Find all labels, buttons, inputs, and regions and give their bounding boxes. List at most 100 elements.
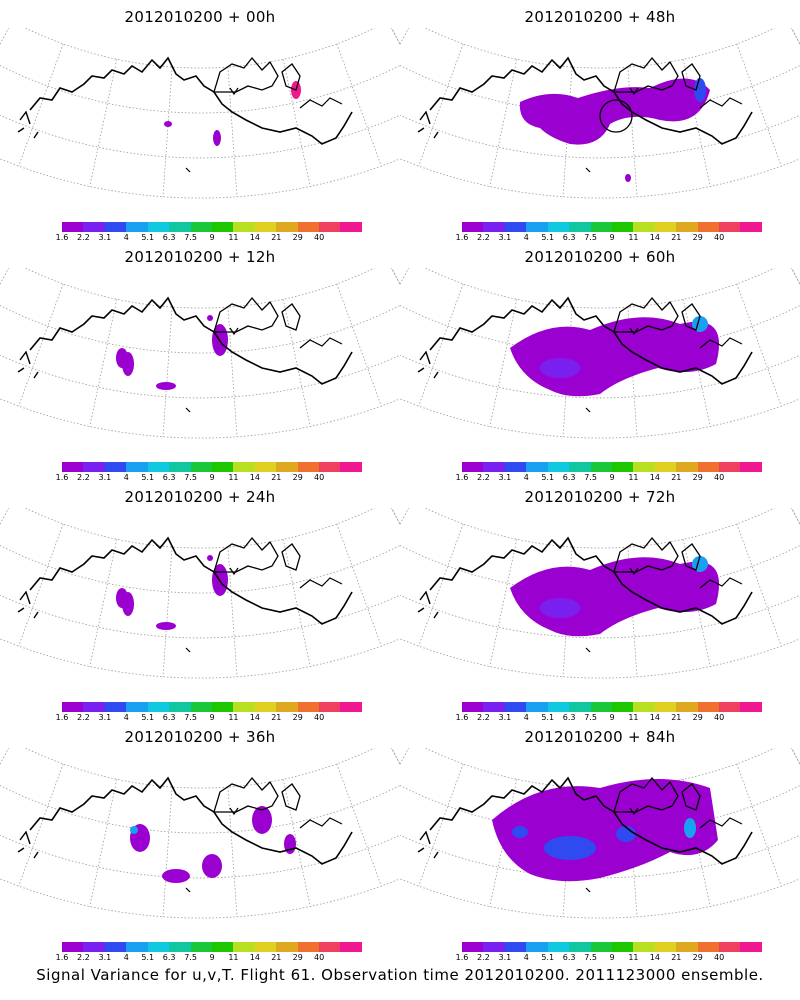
legend-tick-label: 40: [314, 473, 325, 482]
legend-swatch: [569, 462, 591, 472]
legend-tick-label: 2.2: [477, 713, 490, 722]
legend-swatch: [254, 462, 277, 472]
legend-tick-label: 3.1: [98, 713, 112, 722]
legend-tick-label: 29: [692, 713, 703, 722]
legend-swatch: [740, 462, 762, 472]
legend-tick-label: 2.2: [477, 953, 490, 962]
legend-tick-label: 7.5: [584, 233, 597, 242]
legend-tick-label: 14: [649, 953, 660, 962]
legend-tick-label: 5.1: [541, 713, 555, 722]
legend-tick-label: 3.1: [98, 953, 112, 962]
legend-swatch: [340, 462, 362, 472]
legend-swatch: [233, 942, 255, 952]
legend-swatch: [190, 702, 212, 712]
color-legend: 1.6 2.2 3.1 4 5.1 6.3 7.5 9 11 14 21 29 40: [56, 942, 362, 962]
legend-tick-label: 9: [609, 473, 615, 482]
legend-tick-label: 7.5: [184, 473, 197, 482]
legend-swatch: [211, 702, 234, 712]
legend-swatch: [547, 942, 570, 952]
legend-swatch: [676, 462, 698, 472]
panel-title: 2012010200 + 72h: [524, 488, 676, 506]
legend-swatch: [462, 702, 484, 712]
legend-swatch: [654, 942, 677, 952]
map-panel: 2012010200 + 72h 1.6 2.2 3.1 4 5.1 6.3 7.5 9 11 1…: [400, 480, 800, 722]
legend-tick-label: 9: [209, 713, 215, 722]
panel-title: 2012010200 + 84h: [524, 728, 676, 746]
polar-map: [0, 748, 400, 919]
legend-swatch: [126, 462, 148, 472]
legend-swatch: [104, 222, 127, 232]
legend-swatch: [254, 942, 277, 952]
legend-swatch: [462, 942, 484, 952]
legend-swatch: [611, 462, 634, 472]
legend-swatch: [340, 942, 362, 952]
legend-swatch: [590, 462, 612, 472]
map-panel: 2012010200 + 60h 1.6 2.2 3.1 4 5.1 6.3 7.5 9 11 1…: [400, 240, 800, 482]
legend-tick-label: 21: [671, 473, 682, 482]
legend-swatch: [62, 222, 84, 232]
legend-tick-label: 40: [714, 233, 725, 242]
legend-tick-label: 40: [314, 953, 325, 962]
legend-tick-label: 9: [209, 233, 215, 242]
legend-tick-label: 4: [523, 233, 529, 242]
panel-title: 2012010200 + 12h: [124, 248, 276, 266]
legend-swatch: [104, 462, 127, 472]
legend-swatch: [254, 222, 277, 232]
legend-swatch: [676, 702, 698, 712]
panel-title: 2012010200 + 48h: [524, 8, 676, 26]
legend-swatch: [526, 462, 548, 472]
legend-tick-label: 40: [714, 953, 725, 962]
legend-swatch: [297, 462, 320, 472]
legend-tick-label: 11: [628, 473, 639, 482]
legend-swatch: [569, 942, 591, 952]
legend-swatch: [340, 702, 362, 712]
legend-tick-label: 5.1: [141, 713, 155, 722]
color-legend: 1.6 2.2 3.1 4 5.1 6.3 7.5 9 11 14 21 29 40: [456, 942, 762, 962]
legend-swatch: [654, 702, 677, 712]
legend-swatch: [104, 702, 127, 712]
legend-swatch: [211, 942, 234, 952]
legend-swatch: [297, 942, 320, 952]
legend-tick-label: 4: [123, 473, 129, 482]
legend-tick-label: 6.3: [562, 713, 576, 722]
legend-tick-label: 40: [714, 473, 725, 482]
legend-swatch: [483, 702, 505, 712]
legend-tick-label: 7.5: [584, 473, 597, 482]
legend-tick-label: 7.5: [584, 953, 597, 962]
legend-tick-label: 1.6: [55, 713, 69, 722]
map-panel: 2012010200 + 00h 1.6 2.2 3.1 4 5.1 6.3 7.5 9 11 1…: [0, 0, 400, 242]
legend-swatch: [526, 222, 548, 232]
legend-swatch: [697, 222, 720, 232]
legend-tick-label: 6.3: [562, 953, 576, 962]
polar-map: [0, 28, 400, 199]
polar-map: [0, 268, 400, 439]
legend-swatch: [697, 462, 720, 472]
legend-swatch: [276, 462, 298, 472]
legend-tick-label: 21: [271, 713, 282, 722]
polar-map: [400, 268, 800, 439]
legend-swatch: [676, 942, 698, 952]
legend-swatch: [719, 942, 741, 952]
legend-tick-label: 29: [692, 233, 703, 242]
legend-swatch: [633, 222, 655, 232]
legend-swatch: [547, 702, 570, 712]
legend-swatch: [169, 222, 191, 232]
legend-tick-label: 9: [609, 233, 615, 242]
legend-tick-label: 4: [123, 953, 129, 962]
legend-tick-label: 6.3: [162, 953, 176, 962]
legend-swatch: [483, 222, 505, 232]
legend-tick-label: 40: [314, 713, 325, 722]
legend-tick-label: 21: [671, 233, 682, 242]
legend-swatch: [83, 702, 105, 712]
legend-swatch: [697, 702, 720, 712]
legend-swatch: [526, 942, 548, 952]
figure-caption: Signal Variance for u,v,T. Flight 61. Ob…: [36, 966, 764, 984]
legend-swatch: [147, 942, 170, 952]
legend-tick-label: 21: [271, 233, 282, 242]
legend-swatch: [611, 222, 634, 232]
legend-tick-label: 6.3: [562, 473, 576, 482]
legend-swatch: [83, 462, 105, 472]
legend-tick-label: 11: [228, 953, 239, 962]
legend-tick-label: 4: [523, 713, 529, 722]
map-panel: 2012010200 + 24h 1.6 2.2 3.1 4 5.1 6.3 7.5 9 11 1…: [0, 480, 400, 722]
